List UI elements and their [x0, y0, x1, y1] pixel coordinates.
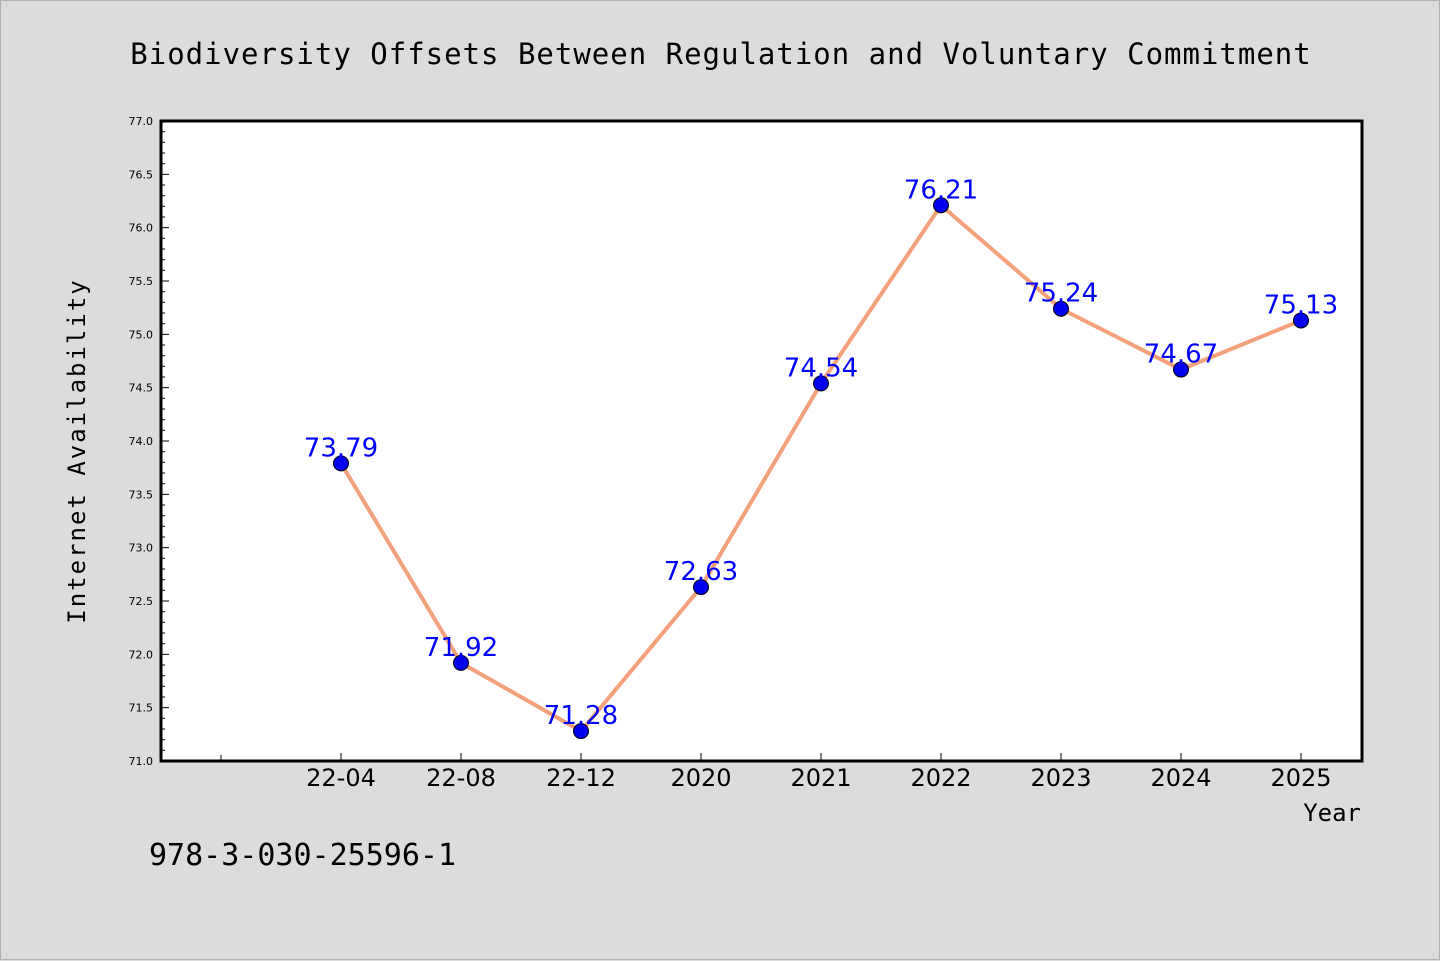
x-axis: 22-04 22-08 22-12 2020 2021 2022 2023 2024 2025 [220, 753, 1332, 792]
y-tick-label: 76.5 [129, 168, 154, 181]
x-tick-label: 2025 [1270, 764, 1331, 792]
y-axis: 71.0 71.5 72.0 72.5 73.0 73.5 74.0 74.5 75.0 75.5… [129, 115, 169, 768]
x-tick-label: 2024 [1150, 764, 1211, 792]
y-tick-label: 75.5 [129, 275, 154, 288]
data-point [813, 375, 829, 392]
data-label: 71.28 [544, 701, 618, 731]
x-tick-label: 22-08 [426, 764, 496, 792]
data-label: 71.92 [424, 633, 498, 663]
data-label: 72.63 [664, 557, 738, 587]
y-tick-label: 75.0 [129, 328, 154, 341]
data-label: 74.67 [1144, 340, 1218, 370]
x-tick-label: 2022 [910, 764, 971, 792]
x-tick-label: 2023 [1030, 764, 1091, 792]
data-point [333, 455, 349, 472]
y-tick-label: 72.5 [129, 595, 154, 608]
y-axis-label: Internet Availability [63, 278, 91, 623]
y-tick-label: 77.0 [129, 115, 154, 128]
series-layer: 73.79 71.92 71.28 72.63 74.54 76.21 75.24 74.67… [304, 175, 1338, 740]
y-tick-label: 73.0 [129, 542, 154, 555]
y-tick-label: 71.5 [129, 702, 154, 715]
data-point [1053, 300, 1069, 317]
data-label: 73.79 [304, 433, 378, 463]
data-point [693, 579, 709, 596]
data-point [1293, 312, 1309, 329]
y-tick-label: 73.5 [129, 488, 154, 501]
x-axis-label: Year [1303, 799, 1361, 827]
chart-title: Biodiversity Offsets Between Regulation … [130, 37, 1311, 71]
x-tick-label: 2021 [790, 764, 851, 792]
data-point [1173, 361, 1189, 378]
y-tick-label: 74.5 [129, 382, 154, 395]
data-point [933, 197, 949, 214]
data-label: 75.24 [1024, 279, 1098, 309]
x-tick-label: 22-12 [546, 764, 616, 792]
data-label: 75.13 [1264, 290, 1338, 320]
data-label: 74.54 [784, 353, 858, 383]
footer-code: 978-3-030-25596-1 [149, 838, 456, 873]
y-tick-label: 71.0 [129, 755, 154, 768]
y-tick-label: 74.0 [129, 435, 154, 448]
x-tick-label: 22-04 [306, 764, 376, 792]
y-tick-label: 76.0 [129, 222, 154, 235]
x-tick-label: 2020 [670, 764, 731, 792]
data-label: 76.21 [904, 175, 978, 205]
plot-area [159, 119, 1364, 763]
y-tick-label: 72.0 [129, 648, 154, 661]
data-point [573, 723, 589, 740]
data-point [453, 654, 469, 671]
